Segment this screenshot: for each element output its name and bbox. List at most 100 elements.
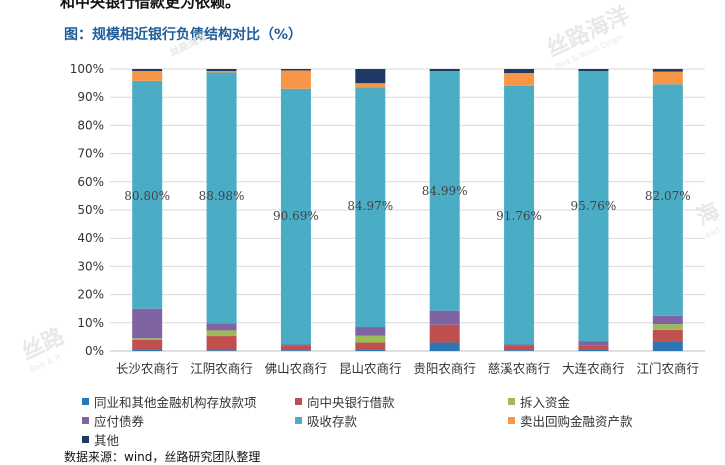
bar-segment-other: [280, 69, 311, 71]
bar-segment-other: [429, 69, 460, 72]
bar-segment-interbank: [504, 350, 535, 351]
stacked-bar-chart: 0% 10% 20% 30% 40% 50% 60% 70% 80% 90% 100% 长沙农商行 江阴…: [70, 62, 705, 376]
data-label-deposits: 91.76%: [496, 209, 542, 223]
bar-segment-interbank: [206, 350, 237, 351]
bar-segment-interbank: [355, 349, 386, 351]
legend-label-central-bank: 向中央银行借款: [307, 395, 395, 410]
bar-segment-borrowed: [206, 330, 237, 337]
legend-swatch-other: [82, 436, 89, 443]
bar-segment-bonds: [355, 327, 386, 336]
legend-item-other: 其他: [82, 430, 295, 449]
data-label-deposits: 84.99%: [422, 184, 468, 198]
legend-row: 同业和其他金融机构存放款项 向中央银行借款 拆入资金: [82, 392, 722, 411]
y-tick-label: 60%: [77, 175, 104, 189]
bar-segment-central_bank: [206, 336, 237, 351]
y-tick-label: 70%: [77, 147, 104, 161]
bar-segment-deposits: [355, 87, 386, 328]
bar-segment-deposits: [429, 71, 460, 311]
y-tick-label: 40%: [77, 231, 104, 245]
bar-segment-repo: [132, 70, 163, 81]
bar-segment-interbank: [652, 341, 683, 351]
x-tick-label: 长沙农商行: [116, 361, 179, 376]
bar-segment-borrowed: [132, 338, 163, 340]
bar-segment-bonds: [504, 344, 535, 346]
legend-label-interbank: 同业和其他金融机构存放款项: [94, 395, 257, 410]
bar-segment-other: [206, 69, 237, 72]
bar-segment-deposits: [652, 84, 683, 316]
bar-segment-deposits: [578, 71, 609, 342]
bar-segment-borrowed: [652, 324, 683, 330]
x-tick-label: 佛山农商行: [265, 361, 328, 376]
legend-item-interbank: 同业和其他金融机构存放款项: [82, 392, 295, 411]
y-tick-label: 90%: [77, 90, 104, 104]
bar-segment-bonds: [206, 323, 237, 331]
bar-segment-central_bank: [504, 345, 535, 351]
source-note: 数据来源：wind，丝路研究团队整理: [64, 450, 261, 464]
bar-segment-repo: [280, 70, 311, 89]
y-tick-label: 0%: [85, 344, 104, 358]
legend-swatch-repo: [508, 417, 515, 424]
data-label-deposits: 80.80%: [124, 189, 170, 203]
data-label-deposits: 90.69%: [273, 209, 319, 223]
data-label-deposits: 84.97%: [347, 199, 393, 213]
data-label-deposits: 82.07%: [645, 189, 691, 203]
bar-segment-deposits: [206, 72, 237, 324]
legend-swatch-deposits: [295, 417, 302, 424]
bar-segment-interbank: [132, 349, 163, 351]
data-label-deposits: 95.76%: [571, 199, 617, 213]
legend-item-borrowed: 拆入资金: [508, 392, 721, 411]
chart-title: 图：规模相近银行负债结构对比（%）: [64, 27, 303, 43]
legend-item-bonds: 应付债券: [82, 411, 295, 430]
y-tick-label: 100%: [70, 62, 104, 76]
bar-segment-interbank: [280, 350, 311, 351]
legend-row: 应付债券 吸收存款 卖出回购金融资产款: [82, 411, 722, 430]
legend-item-repo: 卖出回购金融资产款: [508, 411, 721, 430]
intro-text: 和中央银行借款更为依赖。: [60, 0, 241, 11]
bar-segment-repo: [206, 71, 237, 73]
bar-segment-deposits: [280, 88, 311, 345]
bar-segment-repo: [355, 83, 386, 88]
data-label-deposits: 88.98%: [199, 189, 245, 203]
y-tick-label: 80%: [77, 118, 104, 132]
y-tick-label: 50%: [77, 203, 104, 217]
bar-segment-interbank: [578, 349, 609, 351]
bar-segment-central_bank: [280, 345, 311, 351]
legend-swatch-central-bank: [295, 398, 302, 405]
x-tick-label: 江门农商行: [637, 361, 700, 376]
legend-row: 其他: [82, 430, 722, 449]
legend-swatch-bonds: [82, 417, 89, 424]
bar-segment-other: [578, 69, 609, 72]
bar-segment-central_bank: [652, 329, 683, 342]
legend-swatch-borrowed: [508, 398, 515, 405]
bar-segment-central_bank: [132, 339, 163, 350]
bar-segment-other: [504, 69, 535, 74]
chart-legend: 同业和其他金融机构存放款项 向中央银行借款 拆入资金 应付债券 吸收存款 卖出回…: [82, 392, 722, 449]
x-tick-label: 贵阳农商行: [413, 361, 476, 376]
bar-segment-bonds: [429, 310, 460, 325]
bar-segment-central_bank: [429, 324, 460, 343]
y-tick-label: 30%: [77, 259, 104, 273]
bar-segment-interbank: [429, 342, 460, 351]
bar-segment-other: [652, 69, 683, 72]
bar-segment-borrowed: [355, 335, 386, 343]
bar-segment-bonds: [652, 315, 683, 325]
legend-label-borrowed: 拆入资金: [520, 395, 571, 410]
bar-segment-central_bank: [355, 342, 386, 350]
bar-segment-bonds: [578, 341, 609, 346]
x-tick-label: 江阴农商行: [190, 361, 253, 376]
legend-label-repo: 卖出回购金融资产款: [520, 414, 633, 429]
legend-swatch-interbank: [82, 398, 89, 405]
bar-segment-central_bank: [578, 345, 609, 350]
bar-segment-other: [355, 69, 386, 84]
legend-label-deposits: 吸收存款: [307, 414, 358, 429]
y-tick-label: 10%: [77, 316, 104, 330]
bar-segment-bonds: [132, 308, 163, 339]
legend-label-other: 其他: [94, 433, 120, 448]
y-tick-label: 20%: [77, 288, 104, 302]
bar-segment-repo: [504, 73, 535, 86]
bar-segment-repo: [652, 71, 683, 85]
x-tick-label: 昆山农商行: [339, 361, 402, 376]
legend-item-deposits: 吸收存款: [295, 411, 508, 430]
bar-segment-deposits: [132, 80, 163, 309]
bar-segment-deposits: [504, 85, 535, 345]
